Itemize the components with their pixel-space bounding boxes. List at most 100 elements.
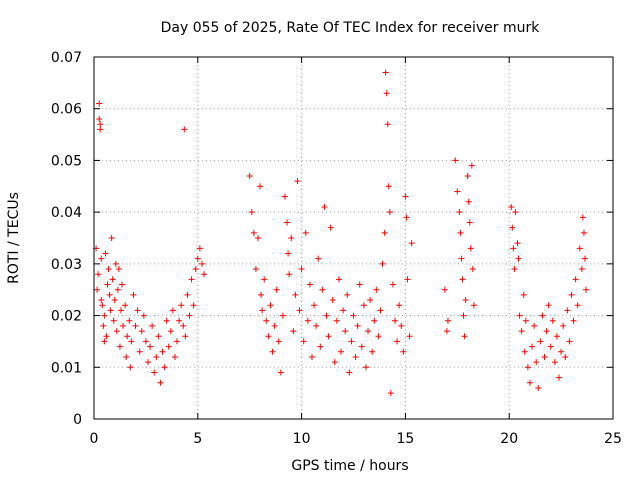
data-point	[583, 286, 590, 293]
y-tick-label: 0.07	[51, 50, 82, 66]
data-point	[572, 276, 579, 283]
data-point	[180, 322, 187, 329]
data-point	[564, 307, 571, 314]
data-point	[462, 297, 469, 304]
data-point	[560, 322, 567, 329]
data-point	[186, 312, 193, 319]
x-tick-label: 20	[500, 431, 518, 447]
data-point	[271, 322, 278, 329]
data-point	[190, 302, 197, 309]
data-point	[441, 286, 448, 293]
y-tick-labels: 0 0.01 0.02 0.03 0.04 0.05 0.06 0.07	[51, 50, 82, 428]
data-point	[460, 312, 467, 319]
data-point	[103, 333, 110, 340]
data-point	[114, 286, 121, 293]
axis-ticks	[93, 56, 614, 420]
data-point	[367, 297, 374, 304]
data-point	[128, 338, 135, 345]
data-point	[509, 224, 516, 231]
data-point	[159, 348, 166, 355]
data-point	[459, 276, 466, 283]
data-point	[96, 116, 103, 123]
data-point	[443, 328, 450, 335]
data-point	[515, 255, 522, 262]
data-point	[383, 90, 390, 97]
data-point	[298, 266, 305, 273]
data-point	[510, 245, 517, 252]
data-point	[469, 266, 476, 273]
data-point	[526, 379, 533, 386]
data-point	[514, 240, 521, 247]
data-point	[558, 348, 565, 355]
data-point	[140, 312, 147, 319]
data-point	[117, 307, 124, 314]
data-point	[392, 317, 399, 324]
data-point	[181, 126, 188, 133]
data-point	[541, 353, 548, 360]
data-point	[304, 317, 311, 324]
data-point	[465, 198, 472, 205]
data-point	[147, 343, 154, 350]
data-point	[458, 255, 465, 262]
data-point	[444, 317, 451, 324]
data-point	[123, 353, 130, 360]
data-point	[325, 333, 332, 340]
data-point	[317, 343, 324, 350]
data-point	[556, 374, 563, 381]
data-point	[319, 286, 326, 293]
data-point	[329, 297, 336, 304]
data-point	[149, 322, 156, 329]
y-tick-label: 0	[73, 412, 82, 428]
data-point	[308, 353, 315, 360]
data-point	[516, 312, 523, 319]
data-point	[543, 328, 550, 335]
data-point	[539, 312, 546, 319]
data-point	[258, 291, 265, 298]
data-point	[394, 338, 401, 345]
data-point	[549, 317, 556, 324]
data-point	[102, 250, 109, 257]
data-point	[136, 348, 143, 355]
data-point	[255, 235, 262, 241]
x-tick-label: 25	[604, 431, 622, 447]
data-point	[169, 307, 176, 314]
data-point	[350, 312, 357, 319]
data-point	[535, 384, 542, 391]
data-point	[277, 369, 284, 376]
data-point	[553, 333, 560, 340]
data-point	[371, 317, 378, 324]
data-point	[511, 266, 518, 273]
data-point	[267, 302, 274, 309]
data-point	[352, 353, 359, 360]
y-tick-label: 0.05	[51, 153, 82, 169]
y-tick-label: 0.06	[51, 102, 82, 118]
data-point	[340, 307, 347, 314]
data-point	[369, 348, 376, 355]
y-tick-label: 0.02	[51, 309, 82, 325]
data-point	[578, 266, 585, 273]
data-point	[375, 333, 382, 340]
data-point	[520, 291, 527, 298]
y-tick-label: 0.01	[51, 360, 82, 376]
data-point	[261, 276, 268, 283]
data-point	[365, 328, 372, 335]
data-point	[151, 369, 158, 376]
data-point	[373, 286, 380, 293]
data-point	[178, 302, 185, 309]
data-point	[176, 317, 183, 324]
data-point	[508, 203, 515, 210]
data-point	[273, 286, 280, 293]
data-point	[574, 302, 581, 309]
data-point	[461, 333, 468, 340]
data-point	[112, 260, 119, 267]
data-point	[98, 255, 105, 262]
data-point	[161, 364, 168, 371]
y-tick-label: 0.03	[51, 257, 82, 273]
data-point	[257, 183, 264, 190]
data-point	[104, 281, 111, 288]
data-point	[288, 235, 295, 241]
data-point	[537, 338, 544, 345]
data-point	[467, 245, 474, 252]
data-point	[108, 235, 115, 241]
